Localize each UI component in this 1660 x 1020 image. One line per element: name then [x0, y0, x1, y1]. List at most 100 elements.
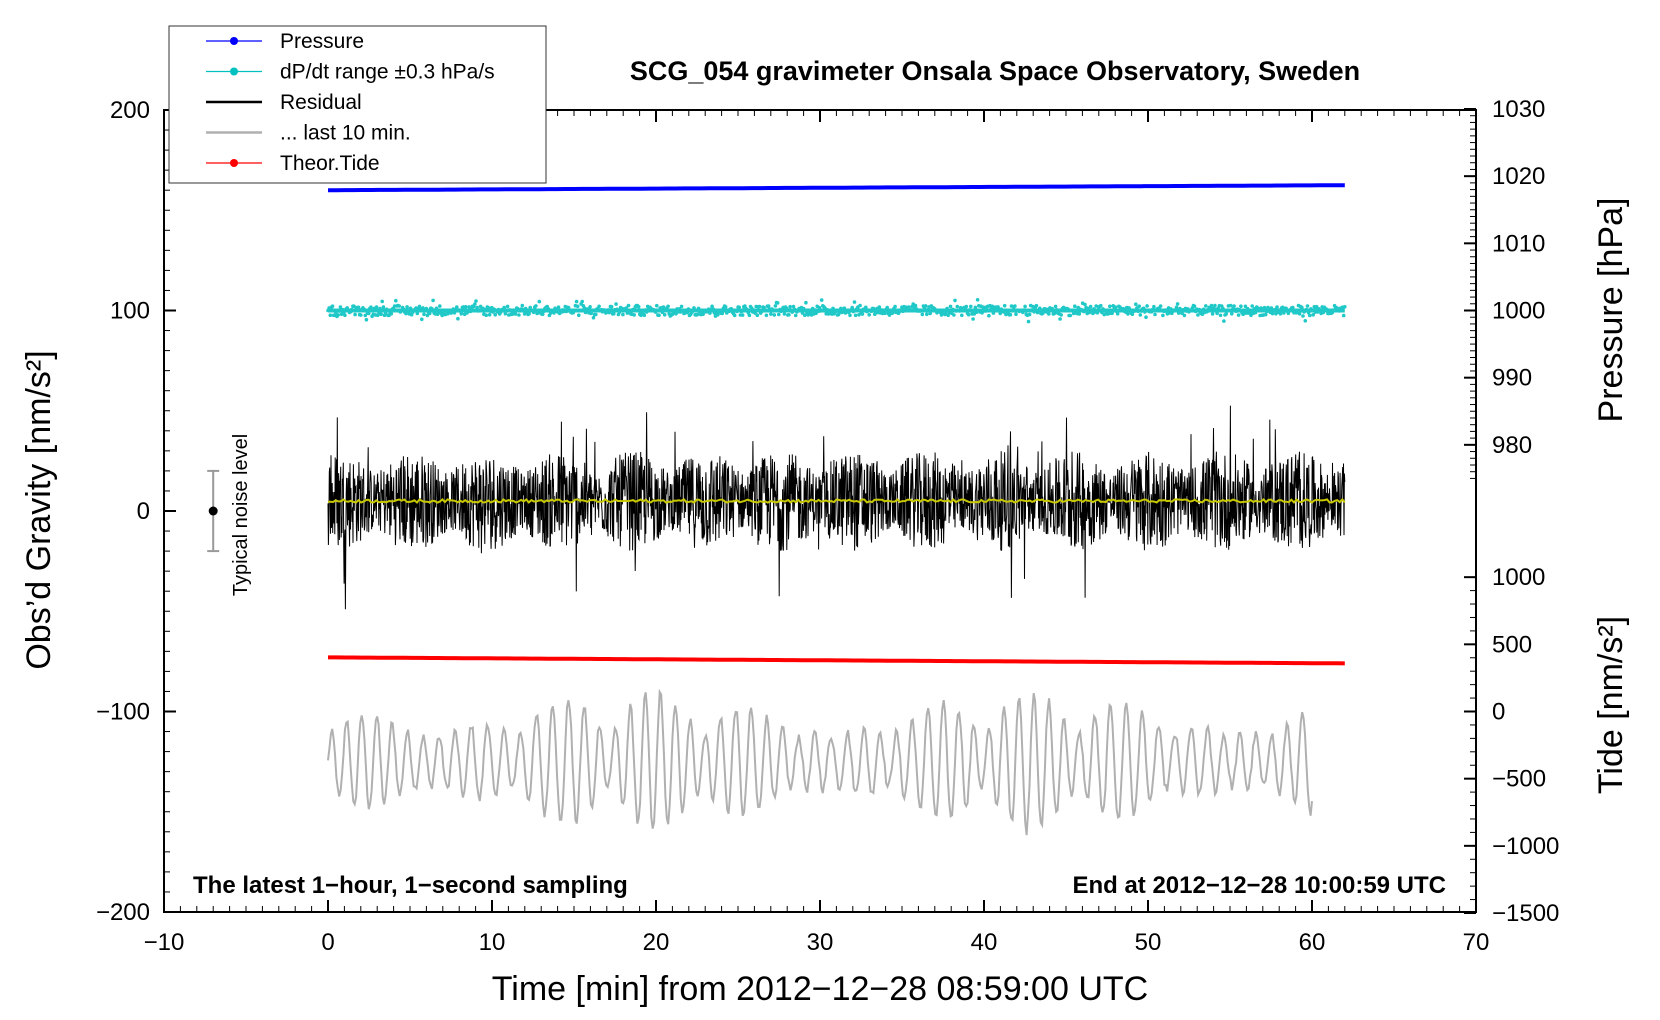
tide-tick-label: 0 — [1492, 699, 1505, 726]
dpdt-point — [487, 313, 492, 317]
dpdt-point — [380, 299, 385, 304]
legend-box — [168, 25, 547, 184]
dpdt-point — [955, 304, 960, 309]
dpdt-point — [366, 311, 371, 316]
dpdt-point — [1278, 312, 1283, 316]
dpdt-point — [852, 300, 857, 304]
series-theor-tide — [328, 655, 1345, 666]
dpdt-point — [1308, 313, 1312, 318]
dpdt-point — [858, 303, 862, 308]
dpdt-point — [1311, 313, 1315, 317]
dpdt-point — [1126, 312, 1130, 316]
dpdt-point — [893, 304, 897, 309]
legend-label: Theor.Tide — [280, 152, 380, 175]
dpdt-point — [848, 313, 852, 318]
dpdt-point — [1073, 304, 1077, 309]
dpdt-point — [769, 312, 773, 316]
dpdt-point — [422, 312, 426, 317]
dpdt-point — [860, 312, 865, 316]
note-left: The latest 1−hour, 1−second sampling — [193, 872, 628, 899]
pressure-tick-label: 1000 — [1492, 298, 1545, 325]
x-axis-ticks: −10 0 10 20 30 40 50 60 70 — [144, 110, 1490, 956]
dpdt-point — [1182, 313, 1187, 318]
dpdt-point — [1232, 304, 1236, 308]
noise-label: Typical noise level — [230, 434, 252, 596]
series-residual-mean — [328, 498, 1346, 504]
dpdt-point — [464, 305, 468, 309]
chart-title: SCG_054 gravimeter Onsala Space Observat… — [630, 56, 1360, 86]
legend-item: Pressure — [206, 30, 364, 53]
x-tick-label: −10 — [144, 929, 185, 956]
dpdt-point — [1224, 312, 1228, 316]
dpdt-point — [1130, 312, 1135, 317]
dpdt-point — [609, 304, 614, 309]
dpdt-point — [987, 313, 991, 318]
y-tick-label: −200 — [96, 899, 150, 926]
dpdt-point — [662, 313, 667, 317]
tide-tick-label: −1000 — [1492, 833, 1559, 860]
legend-label: Pressure — [280, 30, 364, 53]
dpdt-point — [782, 312, 787, 316]
dpdt-point — [1192, 304, 1197, 309]
series-last-10-min — [327, 688, 1313, 836]
dpdt-point — [913, 303, 918, 308]
dpdt-point — [1236, 313, 1241, 317]
dpdt-point — [356, 305, 361, 310]
dpdt-point — [1014, 312, 1018, 317]
dpdt-point — [374, 305, 379, 309]
dpdt-point — [1088, 304, 1093, 309]
dpdt-point — [946, 313, 950, 318]
dpdt-point — [1228, 303, 1233, 308]
dpdt-point — [766, 304, 771, 308]
dpdt-point — [503, 311, 508, 316]
x-tick-label: 0 — [321, 929, 334, 956]
dpdt-point — [459, 312, 464, 316]
x-tick-label: 40 — [971, 929, 998, 956]
dpdt-point — [952, 313, 956, 317]
dpdt-point — [666, 304, 670, 309]
dpdt-point — [953, 298, 957, 303]
dpdt-point — [330, 304, 335, 309]
dpdt-point — [1034, 303, 1039, 308]
dpdt-point — [540, 312, 545, 317]
dpdt-point — [1002, 303, 1007, 308]
dpdt-point — [853, 313, 858, 318]
dpdt-point — [1113, 305, 1118, 310]
dpdt-point — [381, 305, 386, 309]
dpdt-point — [343, 313, 347, 318]
x-axis-label: Time [min] from 2012−12−28 08:59:00 UTC — [492, 970, 1148, 1008]
dpdt-point — [764, 313, 769, 318]
dpdt-point — [404, 311, 408, 316]
dpdt-point — [574, 299, 579, 304]
dpdt-point — [431, 298, 435, 303]
y-tick-label: −100 — [96, 699, 150, 726]
dpdt-point — [864, 305, 868, 310]
dpdt-point — [420, 317, 424, 322]
dpdt-point — [1058, 317, 1062, 321]
dpdt-point — [787, 313, 791, 317]
dpdt-point — [773, 304, 778, 308]
series-dpdt — [326, 298, 1347, 324]
dpdt-point — [520, 303, 525, 308]
dpdt-point — [1158, 304, 1163, 308]
dpdt-point — [1099, 303, 1103, 308]
dpdt-point — [364, 317, 369, 322]
dpdt-point — [379, 312, 383, 317]
dpdt-point — [455, 305, 459, 309]
dpdt-point — [394, 298, 398, 303]
dpdt-point — [621, 312, 625, 317]
dpdt-point — [1013, 304, 1017, 308]
dpdt-point — [1291, 305, 1295, 310]
dpdt-point — [1196, 313, 1200, 317]
x-tick-label: 70 — [1463, 929, 1490, 956]
tide-tick-label: 500 — [1492, 631, 1532, 658]
dpdt-point — [960, 313, 964, 318]
dpdt-point — [1249, 313, 1253, 318]
y-tick-label: 100 — [110, 298, 150, 325]
legend-label: dP/dt range ±0.3 hPa/s — [280, 61, 495, 84]
dpdt-point — [353, 312, 357, 317]
dpdt-point — [1343, 305, 1347, 309]
dpdt-point — [612, 311, 616, 316]
dpdt-point — [336, 313, 341, 317]
